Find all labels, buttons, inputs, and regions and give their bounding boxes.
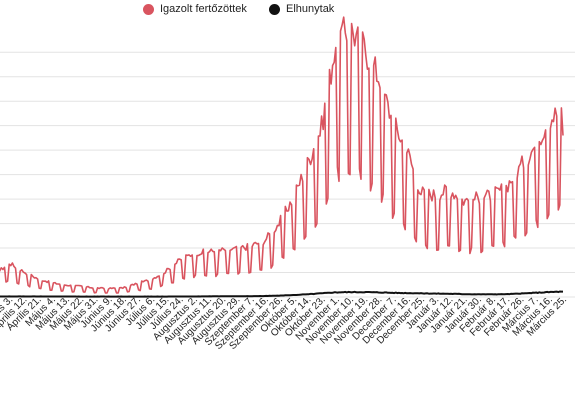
- legend-label-confirmed: Igazolt fertőzöttek: [160, 3, 247, 15]
- legend-item-deaths[interactable]: Elhunytak: [269, 3, 334, 15]
- legend-label-deaths: Elhunytak: [286, 3, 335, 15]
- deaths-legend-marker: [269, 3, 280, 15]
- gridlines: [0, 51, 575, 298]
- series-line-confirmed: [0, 16, 564, 294]
- series-lines: [0, 16, 564, 298]
- x-axis-tick-labels: Március 25.Április 3.Április 12.Április …: [0, 293, 569, 352]
- legend-item-confirmed[interactable]: Igazolt fertőzöttek: [143, 3, 247, 15]
- legend: Igazolt fertőzöttek Elhunytak: [0, 3, 575, 25]
- series-line-deaths: [0, 290, 563, 298]
- confirmed-legend-marker: [143, 3, 154, 15]
